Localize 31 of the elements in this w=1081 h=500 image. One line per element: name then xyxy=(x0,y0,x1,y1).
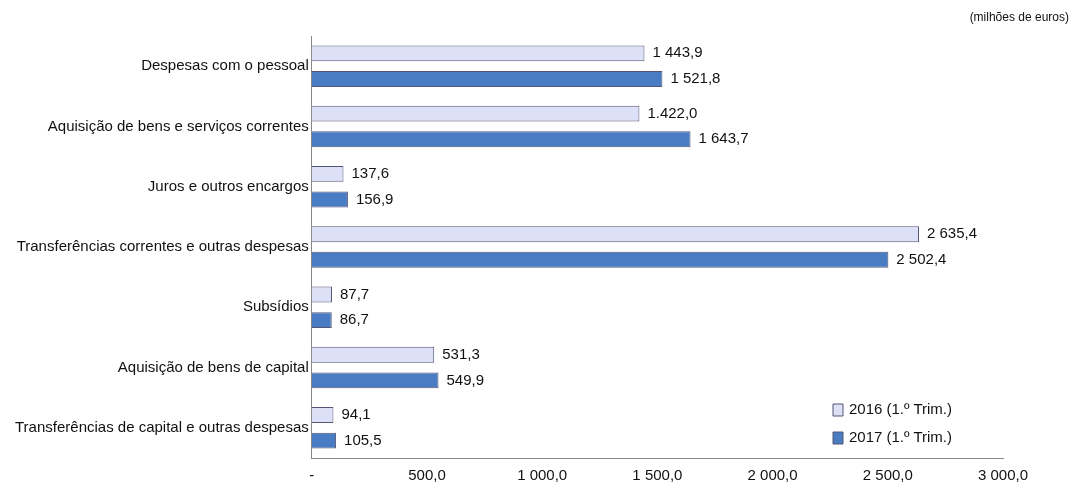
x-tick-label: 1 500,0 xyxy=(632,466,683,484)
y-tick-label: Transferências correntes e outras despesas xyxy=(16,237,309,255)
data-label: 549,9 xyxy=(446,370,485,388)
x-tick-label: - xyxy=(309,466,315,484)
y-tick-label: Juros e outros encargos xyxy=(147,176,309,194)
legend-label: 2016 (1.º Trim.) xyxy=(849,400,953,418)
data-label: 105,5 xyxy=(344,430,382,448)
data-label: 2 502,4 xyxy=(896,249,947,267)
data-label: 137,6 xyxy=(351,164,390,182)
x-tick-label: 500,0 xyxy=(408,466,446,484)
data-label: 2 635,4 xyxy=(926,224,978,242)
data-label: 86,7 xyxy=(339,310,369,328)
data-label: 1 521,8 xyxy=(670,69,721,87)
y-tick-label: Transferências de capital e outras despesas xyxy=(14,418,309,435)
data-label: 87,7 xyxy=(339,284,370,302)
x-tick-label: 1 000,0 xyxy=(517,466,568,484)
y-tick-label: Aquisição de bens e serviços correntes xyxy=(47,116,309,134)
data-label: 1.422,0 xyxy=(647,103,698,121)
y-tick-label: Despesas com o pessoal xyxy=(141,56,309,74)
x-tick-label: 2 500,0 xyxy=(862,466,913,484)
y-tick-label: Aquisição de bens de capital xyxy=(117,357,309,375)
data-label: 531,3 xyxy=(442,344,480,362)
text: (milhões de euros) xyxy=(969,10,1069,25)
data-label: 1 643,7 xyxy=(698,129,749,147)
data-label: 1 443,9 xyxy=(652,43,703,61)
data-label: 156,9 xyxy=(355,189,394,207)
legend-label: 2017 (1.º Trim.) xyxy=(849,428,953,446)
y-tick-label: Subsídios xyxy=(242,297,309,315)
x-tick-label: 3 000,0 xyxy=(977,466,1029,484)
data-label: 94,1 xyxy=(341,405,371,423)
x-tick-label: 2 000,0 xyxy=(747,466,798,484)
